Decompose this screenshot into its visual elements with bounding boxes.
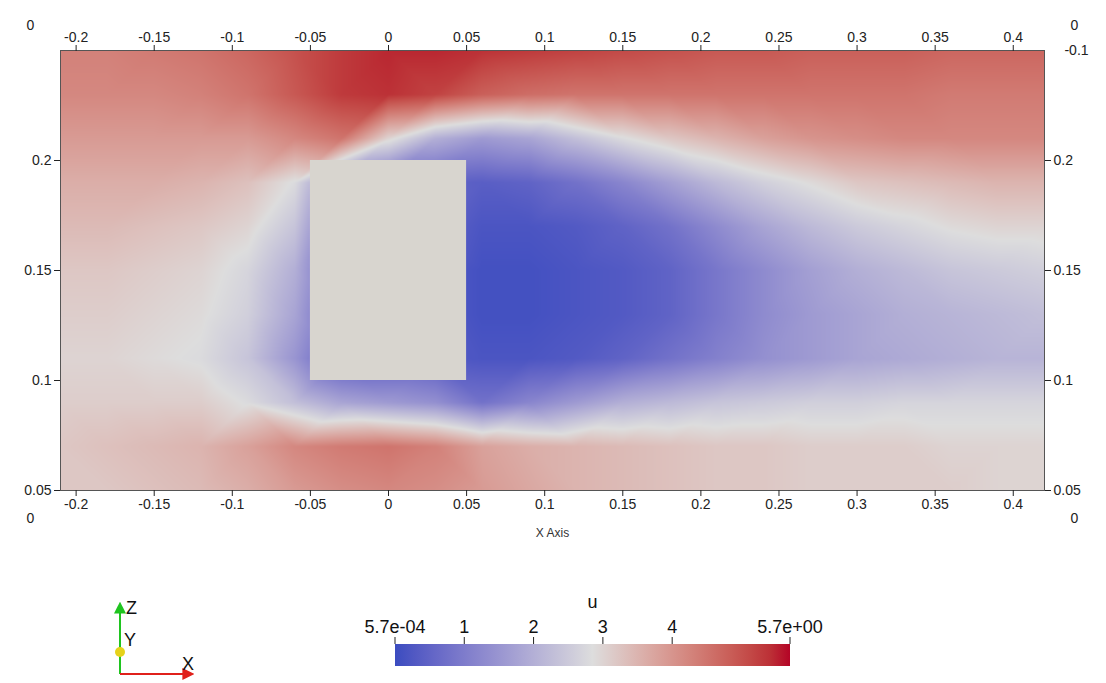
svg-text:4: 4	[667, 617, 677, 637]
svg-text:-0.2: -0.2	[64, 496, 88, 512]
svg-text:0: 0	[385, 496, 393, 512]
svg-text:0: 0	[1071, 510, 1079, 526]
svg-text:u: u	[587, 592, 597, 612]
svg-text:0.2: 0.2	[691, 29, 711, 45]
svg-text:0.15: 0.15	[24, 262, 51, 278]
svg-text:3: 3	[598, 617, 608, 637]
svg-text:-0.1: -0.1	[1064, 42, 1088, 58]
svg-text:-0.1: -0.1	[220, 496, 244, 512]
svg-text:0: 0	[385, 29, 393, 45]
svg-text:-0.2: -0.2	[64, 29, 88, 45]
svg-text:0.2: 0.2	[1054, 152, 1074, 168]
svg-text:0.3: 0.3	[847, 496, 867, 512]
svg-text:5.7e+00: 5.7e+00	[757, 617, 823, 637]
svg-text:0.25: 0.25	[765, 496, 792, 512]
svg-text:0.3: 0.3	[847, 29, 867, 45]
svg-text:0.2: 0.2	[691, 496, 711, 512]
svg-text:0.05: 0.05	[24, 482, 51, 498]
svg-text:0.1: 0.1	[1054, 372, 1074, 388]
svg-text:Z: Z	[126, 598, 137, 618]
svg-text:2: 2	[529, 617, 539, 637]
svg-text:0.1: 0.1	[535, 496, 555, 512]
svg-text:0.15: 0.15	[1054, 262, 1081, 278]
svg-text:-0.1: -0.1	[220, 29, 244, 45]
svg-text:0.35: 0.35	[922, 29, 949, 45]
svg-text:0.25: 0.25	[765, 29, 792, 45]
svg-text:Y: Y	[124, 630, 136, 650]
svg-text:0.15: 0.15	[609, 496, 636, 512]
svg-text:X Axis: X Axis	[536, 526, 569, 540]
svg-text:0.05: 0.05	[453, 496, 480, 512]
svg-text:0: 0	[1071, 17, 1079, 33]
svg-text:1: 1	[459, 617, 469, 637]
svg-text:-0.05: -0.05	[294, 29, 326, 45]
svg-text:-0.05: -0.05	[294, 496, 326, 512]
svg-text:0.2: 0.2	[32, 152, 52, 168]
svg-text:0.35: 0.35	[922, 496, 949, 512]
svg-text:0.05: 0.05	[453, 29, 480, 45]
svg-text:X: X	[182, 654, 194, 674]
svg-text:0: 0	[27, 510, 35, 526]
svg-text:0.4: 0.4	[1004, 496, 1024, 512]
svg-text:0.15: 0.15	[609, 29, 636, 45]
svg-text:0.05: 0.05	[1054, 482, 1081, 498]
svg-text:5.7e-04: 5.7e-04	[364, 617, 425, 637]
svg-text:0.1: 0.1	[32, 372, 52, 388]
svg-text:-0.15: -0.15	[138, 29, 170, 45]
svg-text:0.4: 0.4	[1004, 29, 1024, 45]
svg-text:-0.15: -0.15	[138, 496, 170, 512]
svg-text:0: 0	[27, 17, 35, 33]
svg-text:0.1: 0.1	[535, 29, 555, 45]
